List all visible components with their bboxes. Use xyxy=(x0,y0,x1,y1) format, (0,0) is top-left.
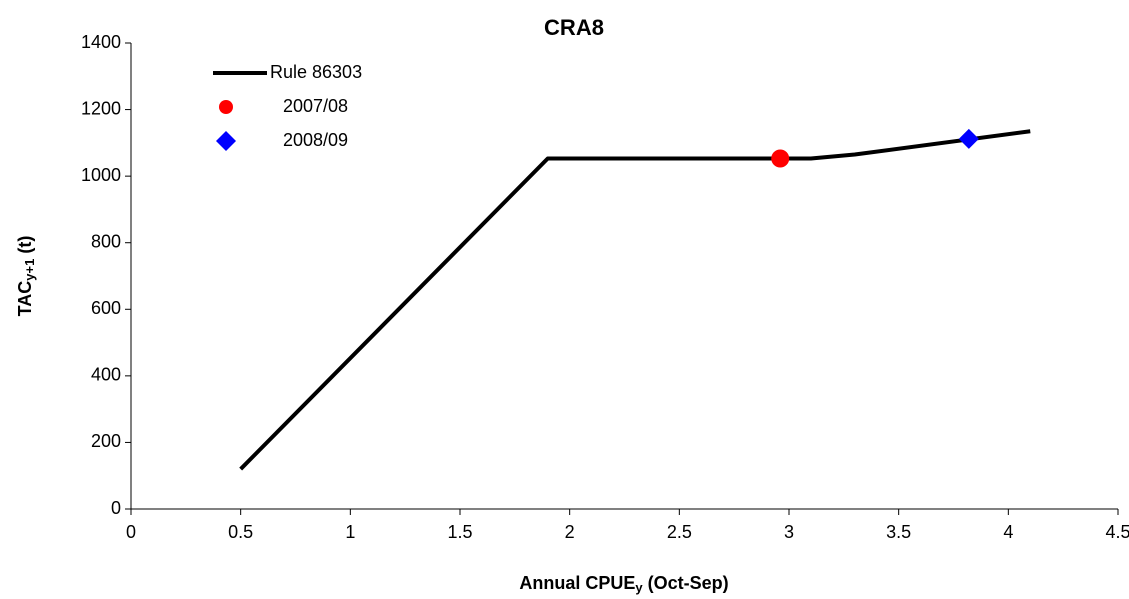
diamond-marker xyxy=(958,128,979,149)
x-tick-label: 1.5 xyxy=(447,522,472,542)
x-tick-label: 0 xyxy=(126,522,136,542)
y-tick-label: 1400 xyxy=(81,32,121,52)
legend-label: Rule 86303 xyxy=(270,62,362,82)
x-tick-label: 4.5 xyxy=(1105,522,1129,542)
y-tick-label: 0 xyxy=(111,498,121,518)
x-tick-label: 4 xyxy=(1003,522,1013,542)
x-label-suffix: (Oct-Sep) xyxy=(643,573,729,593)
x-tick-label: 1 xyxy=(345,522,355,542)
x-axis-label: Annual CPUEy (Oct-Sep) xyxy=(519,573,728,596)
x-tick-label: 3.5 xyxy=(886,522,911,542)
legend-marker xyxy=(219,100,233,114)
y-label-subscript: y+1 xyxy=(22,259,37,281)
y-label-text: TAC xyxy=(15,281,35,317)
x-tick-label: 2 xyxy=(565,522,575,542)
legend-marker xyxy=(216,131,236,151)
y-axis-label: TACy+1 (t) xyxy=(15,236,38,317)
legend-label: 2007/08 xyxy=(283,96,348,116)
rule-line xyxy=(239,129,1031,471)
chart-title: CRA8 xyxy=(544,15,604,40)
legend-label: 2008/09 xyxy=(283,130,348,150)
y-tick-label: 1200 xyxy=(81,98,121,118)
y-tick-label: 600 xyxy=(91,298,121,318)
x-tick-label: 0.5 xyxy=(228,522,253,542)
circle-marker xyxy=(771,149,790,168)
x-tick-label: 2.5 xyxy=(667,522,692,542)
y-tick-label: 1000 xyxy=(81,165,121,185)
x-label-subscript: y xyxy=(635,580,643,595)
x-tick-label: 3 xyxy=(784,522,794,542)
y-label-suffix: (t) xyxy=(15,236,35,259)
y-tick-label: 200 xyxy=(91,431,121,451)
x-label-text: Annual CPUE xyxy=(519,573,635,593)
y-tick-label: 400 xyxy=(91,365,121,385)
y-tick-label: 800 xyxy=(91,231,121,251)
